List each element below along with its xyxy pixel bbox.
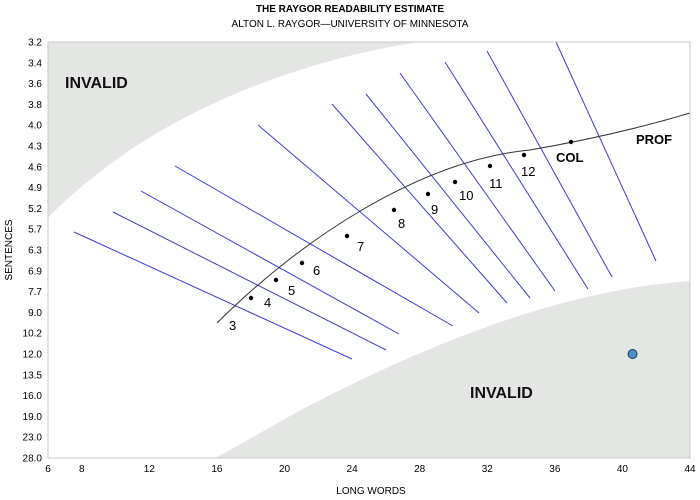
x-tick-label: 36 <box>549 464 561 475</box>
plot-area: 3 4 5 6 7 8 9 10 11 12 COL PROF INVALID INVALID <box>48 41 691 458</box>
y-tick-label: 10.2 <box>23 329 43 340</box>
y-tick-label: 4.6 <box>28 162 42 173</box>
grade-line <box>555 41 657 262</box>
x-axis-label: LONG WORDS <box>336 486 406 497</box>
y-tick-label: 6.3 <box>28 246 42 257</box>
x-tick-label: 8 <box>79 464 85 475</box>
y-axis-label: SENTENCES <box>4 219 15 280</box>
grade-line <box>174 165 454 327</box>
y-tick-label: 4.9 <box>28 183 42 194</box>
y-tick-label: 7.7 <box>28 287 42 298</box>
curve-dot <box>299 260 305 266</box>
x-tick-label: 16 <box>211 464 223 475</box>
x-tick-label: 28 <box>414 464 426 475</box>
y-tick-label: 4.0 <box>28 121 42 132</box>
chart-title: THE RAYGOR READABILITY ESTIMATE <box>256 4 444 15</box>
grade-lines <box>73 41 657 360</box>
y-tick-label: 5.7 <box>28 225 42 236</box>
grade-label: 7 <box>357 239 364 254</box>
grade-label: 12 <box>521 164 535 179</box>
grade-label: 8 <box>398 216 405 231</box>
x-tick-label: 12 <box>144 464 156 475</box>
y-tick-label: 3.2 <box>28 38 42 49</box>
grade-label: 11 <box>489 176 503 191</box>
grade-line <box>140 190 400 335</box>
y-tick-label: 19.0 <box>23 412 43 423</box>
grade-line <box>331 103 508 304</box>
curve-dot <box>487 163 493 169</box>
x-tick-label: 32 <box>482 464 494 475</box>
y-tick-label: 23.0 <box>23 433 43 444</box>
grade-line <box>399 72 556 292</box>
x-tick-label: 44 <box>684 464 696 475</box>
y-tick-label: 13.5 <box>23 370 43 381</box>
grade-label: 9 <box>431 202 438 217</box>
y-tick-label: 28.0 <box>23 454 43 465</box>
invalid-region-top-left <box>48 42 420 218</box>
curve-dot <box>521 152 527 158</box>
grade-line <box>486 50 613 278</box>
grade-line <box>112 211 387 351</box>
curve-dot <box>391 207 397 213</box>
curve-dot <box>568 139 574 145</box>
y-tick-label: 12.0 <box>23 350 43 361</box>
data-point <box>627 349 638 359</box>
grade-line <box>257 124 480 314</box>
y-tick-label: 6.9 <box>28 266 42 277</box>
grade-label: 4 <box>264 295 271 310</box>
y-tick-label: 5.2 <box>28 204 42 215</box>
grade-label: 10 <box>459 188 473 203</box>
grade-curve <box>216 112 691 324</box>
curve-dots <box>248 139 574 301</box>
region-label-top-left: INVALID <box>65 75 128 92</box>
y-axis-ticks: 3.2 3.4 3.6 3.8 4.0 4.3 4.6 4.9 5.2 5.7 6.3 6.9 7.7 9… <box>23 38 43 465</box>
y-tick-label: 3.8 <box>28 100 42 111</box>
y-tick-label: 3.6 <box>28 79 42 90</box>
y-tick-label: 9.0 <box>28 308 42 319</box>
grade-label: COL <box>556 150 584 165</box>
grade-label: PROF <box>636 132 672 147</box>
grade-line <box>444 61 589 290</box>
x-tick-label: 6 <box>45 464 51 475</box>
curve-dot <box>273 277 279 283</box>
plot-frame <box>47 41 691 459</box>
x-tick-label: 40 <box>617 464 629 475</box>
grade-line <box>365 93 531 299</box>
y-tick-label: 4.3 <box>28 142 42 153</box>
x-tick-label: 20 <box>279 464 291 475</box>
x-tick-label: 24 <box>347 464 359 475</box>
region-label-bottom-right: INVALID <box>470 385 533 402</box>
y-tick-label: 3.4 <box>28 58 42 69</box>
curve-dot <box>248 295 254 301</box>
curve-dot <box>425 191 431 197</box>
grade-line <box>73 231 353 360</box>
grade-label: 5 <box>288 283 295 298</box>
x-axis-ticks: 6 8 12 16 20 24 28 32 36 40 44 <box>45 464 696 475</box>
y-tick-label: 16.0 <box>23 391 43 402</box>
curve-dot <box>344 233 350 239</box>
chart-subtitle: ALTON L. RAYGOR—UNIVERSITY OF MINNESOTA <box>232 19 469 30</box>
curve-dot <box>452 179 458 185</box>
grade-label: 6 <box>313 263 320 278</box>
grade-labels: 3 4 5 6 7 8 9 10 11 12 COL PROF <box>229 132 672 333</box>
grade-label: 3 <box>229 318 236 333</box>
invalid-region-bottom-right <box>215 281 690 458</box>
